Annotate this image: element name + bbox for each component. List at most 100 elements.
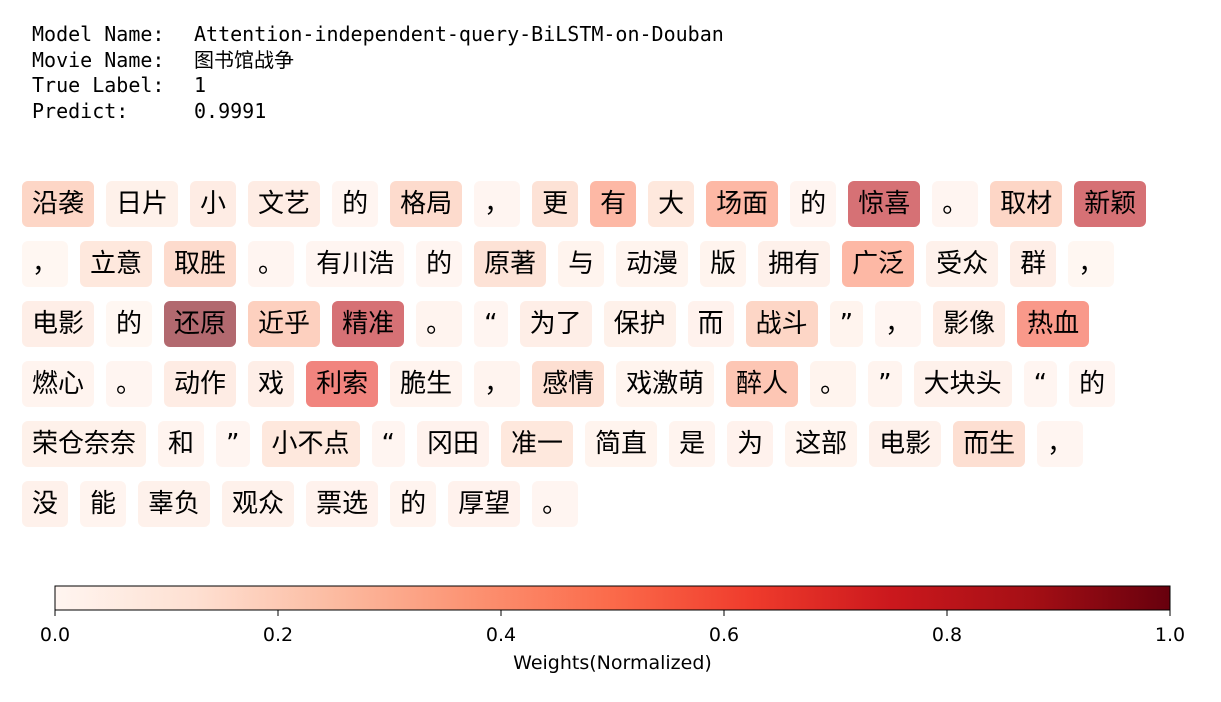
tick-label: 0.4: [486, 624, 516, 646]
token-highlight: [416, 301, 463, 347]
token-text: 还原: [174, 309, 227, 339]
token-text: 动漫: [626, 249, 679, 279]
token: 而生: [953, 421, 1026, 467]
token-highlight: [80, 241, 153, 287]
token: 原著: [474, 241, 547, 287]
token-highlight: [474, 301, 508, 347]
token-highlight: [22, 241, 69, 287]
token-highlight: [603, 301, 676, 347]
token-highlight: [106, 181, 179, 227]
token-highlight: [532, 361, 605, 407]
token-highlight: [648, 181, 695, 227]
token: 格局: [390, 181, 463, 227]
token: 战斗: [745, 301, 818, 347]
token: 戏: [248, 361, 295, 407]
token: 冈田: [417, 421, 490, 467]
token: ，: [22, 241, 69, 287]
token: 动漫: [616, 241, 689, 287]
tick-label: 0.2: [263, 624, 293, 646]
token: ，: [875, 301, 922, 347]
token-text: 简直: [595, 429, 648, 459]
token: 取胜: [164, 241, 237, 287]
header-row: Model Name: Attention-independent-query-B…: [32, 22, 724, 48]
colorbar-label: Weights(Normalized): [513, 652, 712, 674]
token-text: 大块头: [923, 369, 1002, 399]
token-highlight: [706, 181, 779, 227]
token-text: “: [484, 309, 498, 339]
token: 小不点: [261, 421, 360, 467]
token: 版: [700, 241, 747, 287]
token-highlight: [810, 361, 857, 407]
token: “: [474, 301, 508, 347]
token: 。: [248, 241, 295, 287]
token: 醉人: [726, 361, 799, 407]
token-highlight: [261, 421, 360, 467]
token: 有川浩: [306, 241, 405, 287]
token: 为了: [519, 301, 592, 347]
token-highlight: [190, 181, 237, 227]
token-highlight: [953, 421, 1026, 467]
token: 立意: [80, 241, 153, 287]
token-highlight: [616, 361, 715, 407]
token: 动作: [164, 361, 237, 407]
token-highlight: [785, 421, 858, 467]
token: 的: [416, 241, 463, 287]
token-highlight: [248, 301, 321, 347]
token-text: ，: [32, 249, 59, 279]
token-highlight: [990, 181, 1063, 227]
token-row: ， 立意 取胜 。 有川浩 的 原著 与 动漫 版 拥有 广泛 受众 群 ，: [22, 241, 1202, 287]
token-highlight: [532, 481, 579, 527]
token-text: 能: [90, 489, 117, 519]
token: 辜负: [138, 481, 211, 527]
token-highlight: [106, 361, 153, 407]
token: 取材: [990, 181, 1063, 227]
header-label: Movie Name:: [32, 47, 165, 72]
token-text: ”: [878, 369, 892, 399]
token-highlight: [727, 421, 774, 467]
token-highlight: [926, 241, 999, 287]
token: 。: [932, 181, 979, 227]
token-highlight: [532, 181, 579, 227]
token-text: 惊喜: [858, 189, 911, 219]
token-highlight: [306, 481, 379, 527]
token-row: 荣仓奈奈 和 ” 小不点 “ 冈田 准一 简直 是 为 这部 电影 而生 ，: [22, 421, 1202, 467]
token-text: 有: [600, 189, 627, 219]
token: 群: [1010, 241, 1057, 287]
token-highlight: [106, 301, 153, 347]
token-text: ，: [885, 309, 912, 339]
token-highlight: [80, 481, 127, 527]
header-label: Predict:: [32, 98, 129, 123]
token-text: 的: [342, 189, 369, 219]
token-text: 近乎: [258, 309, 311, 339]
token-highlight: [474, 241, 547, 287]
token: 能: [80, 481, 127, 527]
token-text: 戏: [258, 369, 285, 399]
token-text: 拥有: [768, 249, 821, 279]
token-text: 为了: [529, 309, 582, 339]
token-text: 的: [800, 189, 827, 219]
token-highlight: [164, 301, 237, 347]
token-highlight: [332, 181, 379, 227]
token-highlight: [932, 181, 979, 227]
token-text: 的: [426, 249, 453, 279]
token-text: 燃心: [32, 369, 85, 399]
header-value: 图书馆战争: [194, 47, 294, 72]
token-text: 醉人: [736, 369, 789, 399]
token: 这部: [785, 421, 858, 467]
token: 电影: [869, 421, 942, 467]
token-highlight: [745, 301, 818, 347]
token-highlight: [248, 241, 295, 287]
token-highlight: [248, 361, 295, 407]
token-highlight: [448, 481, 521, 527]
token-highlight: [390, 181, 463, 227]
token-highlight: [848, 181, 921, 227]
token-highlight: [22, 301, 95, 347]
token: 与: [558, 241, 605, 287]
token-highlight: [519, 301, 592, 347]
token-highlight: [726, 361, 799, 407]
header-row: Movie Name: 图书馆战争: [32, 48, 724, 74]
token: 更: [532, 181, 579, 227]
token-highlight: [585, 421, 658, 467]
token: 新颖: [1074, 181, 1147, 227]
